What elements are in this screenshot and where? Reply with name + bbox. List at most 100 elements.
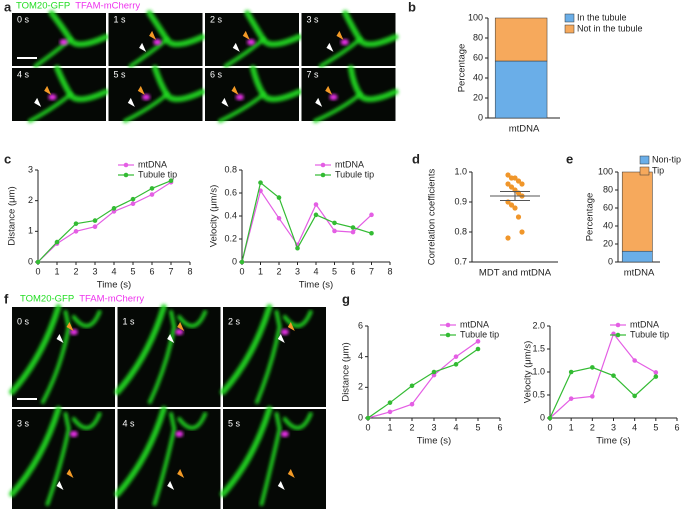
- bar-segment: [621, 171, 653, 252]
- y-tick-label: 0.6: [224, 187, 237, 197]
- legend-label: Not in the tubule: [577, 23, 643, 33]
- frame-time: 3 s: [17, 418, 30, 428]
- y-axis-label: Correlation coefficients: [427, 169, 438, 266]
- frame-time: 6 s: [210, 69, 223, 79]
- mitochondria: [177, 412, 208, 430]
- dot: [508, 202, 515, 208]
- x-tick-label: mtDNA: [509, 124, 540, 135]
- legend-marker: [123, 172, 129, 178]
- panel-label: e: [566, 151, 573, 166]
- legend-marker: [445, 332, 451, 338]
- arrowhead: [56, 481, 64, 490]
- point: [409, 383, 415, 389]
- y-tick-label: 100: [468, 12, 483, 22]
- x-tick-label: 8: [387, 266, 392, 276]
- x-tick-label: 5: [332, 266, 337, 276]
- line: [37, 181, 172, 263]
- point: [653, 370, 659, 375]
- line: [549, 332, 657, 419]
- arrowhead: [167, 334, 175, 343]
- y-tick-label: 20: [603, 238, 613, 248]
- bar-segment: [494, 60, 548, 119]
- y-axis-label: Percentage: [457, 44, 468, 93]
- point: [258, 180, 263, 185]
- point: [350, 225, 356, 230]
- y-tick-label: 80: [603, 184, 613, 194]
- panel-label: a: [4, 0, 12, 14]
- channel-label: TOM20-GFP: [16, 1, 70, 12]
- point: [54, 239, 60, 245]
- y-tick-label: 0: [478, 112, 483, 122]
- frame-background: [301, 68, 396, 121]
- dot: [505, 235, 511, 241]
- x-tick-label: 7: [369, 266, 374, 276]
- mtdna-nucleoid: [69, 431, 78, 437]
- arrowhead: [137, 85, 145, 95]
- mitochondria: [218, 92, 266, 123]
- microscopy-frame: 0 s: [12, 10, 109, 68]
- y-tick-label: 0.2: [224, 233, 237, 243]
- point: [276, 195, 282, 200]
- x-tick-label: 6: [149, 266, 154, 276]
- frame-time: 5 s: [114, 69, 127, 79]
- frame-time: 5 s: [228, 418, 241, 428]
- microscopy-frame: 3 s: [9, 406, 115, 509]
- mitochondria: [220, 304, 273, 395]
- y-tick-label: 40: [603, 220, 613, 230]
- mtdna-nucleoid: [142, 94, 151, 101]
- legend-swatch: [564, 24, 575, 34]
- legend-swatch: [564, 13, 575, 23]
- mitochondria: [177, 310, 208, 328]
- mitochondria: [147, 310, 177, 404]
- y-axis-label: Velocity (μm/s): [209, 185, 220, 247]
- mitochondria: [318, 37, 362, 68]
- microscopy-frame: 6 s: [205, 65, 302, 123]
- point: [332, 228, 337, 234]
- point: [547, 415, 553, 421]
- mtdna-nucleoid: [280, 329, 289, 335]
- point: [611, 373, 616, 378]
- microscopy-frame: 1 s: [108, 10, 206, 68]
- x-tick-label: 6: [674, 422, 679, 432]
- point: [431, 369, 437, 375]
- arrowhead: [139, 42, 147, 52]
- x-tick-label: 3: [431, 422, 436, 432]
- arrowhead: [66, 469, 74, 478]
- mtdna-nucleoid: [235, 94, 244, 101]
- point: [409, 401, 415, 407]
- y-tick-label: 0: [540, 412, 545, 422]
- y-axis-label: Percentage: [585, 193, 596, 242]
- legend-label: Tubule tip: [335, 169, 374, 179]
- point: [475, 346, 481, 352]
- point: [149, 192, 155, 197]
- x-tick-label: 3: [92, 266, 97, 276]
- y-tick-label: 3: [28, 164, 33, 174]
- point: [568, 369, 574, 375]
- mitochondria: [114, 304, 167, 395]
- arrowhead: [34, 97, 42, 107]
- point: [168, 178, 174, 184]
- panel-label: g: [342, 291, 350, 306]
- legend-label: In the tubule: [577, 12, 627, 22]
- line: [37, 180, 172, 263]
- legend-label: mtDNA: [460, 319, 489, 329]
- point: [568, 396, 574, 401]
- x-tick-label: 4: [313, 266, 318, 276]
- arrowhead: [287, 469, 295, 478]
- mitochondria: [255, 310, 282, 404]
- channel-label: TFAM-mCherry: [75, 1, 140, 12]
- legend-label: Tubule tip: [630, 329, 669, 339]
- y-axis-label: Velocity (μm/s): [523, 341, 534, 403]
- mitochondria: [71, 412, 102, 430]
- y-axis-label: Distance (μm): [7, 186, 18, 245]
- x-tick-label: 0: [239, 266, 244, 276]
- x-tick-label: 5: [653, 422, 658, 432]
- arrowhead: [149, 30, 157, 40]
- bar-segment: [494, 17, 548, 62]
- mtdna-nucleoid: [329, 94, 338, 101]
- mitochondria: [128, 37, 169, 68]
- arrowhead: [177, 322, 185, 331]
- x-tick-label: 5: [130, 266, 135, 276]
- channel-label: TOM20-GFP: [20, 294, 74, 305]
- arrowhead: [277, 334, 285, 343]
